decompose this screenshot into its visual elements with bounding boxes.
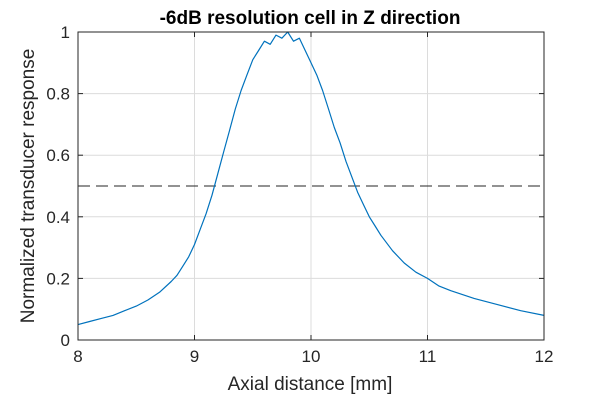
x-tick-label-2: 10	[302, 347, 321, 366]
y-tick-label-1: 0.2	[46, 269, 70, 288]
y-tick-label-5: 1	[61, 23, 70, 42]
x-axis-label: Axial distance [mm]	[228, 374, 393, 395]
y-tick-label-0: 0	[61, 331, 70, 350]
x-tick-label-3: 11	[419, 347, 437, 366]
y-tick-label-3: 0.6	[46, 146, 70, 165]
plot-area: 8 9 10 11 12 0 0.2 0.4 0.6 0.8 1	[46, 23, 553, 366]
y-tick-label-2: 0.4	[46, 208, 70, 227]
series-line-0	[77, 31, 545, 326]
chart-title: -6dB resolution cell in Z direction	[160, 8, 461, 29]
y-axis-label: Normalized transducer response	[18, 49, 39, 324]
y-tick-label-4: 0.8	[46, 85, 70, 104]
x-tick-label-0: 8	[73, 347, 82, 366]
x-tick-label-1: 9	[190, 347, 199, 366]
x-tick-label-4: 12	[535, 347, 554, 366]
